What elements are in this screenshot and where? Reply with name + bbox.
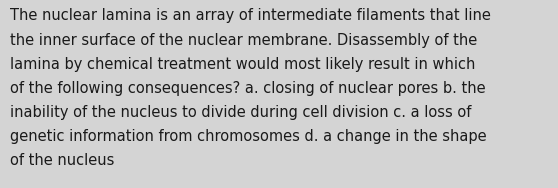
Text: of the nucleus: of the nucleus (10, 153, 114, 168)
Text: inability of the nucleus to divide during cell division c. a loss of: inability of the nucleus to divide durin… (10, 105, 472, 120)
Text: of the following consequences? a. closing of nuclear pores b. the: of the following consequences? a. closin… (10, 81, 485, 96)
Text: The nuclear lamina is an array of intermediate filaments that line: The nuclear lamina is an array of interm… (10, 8, 491, 24)
Text: the inner surface of the nuclear membrane. Disassembly of the: the inner surface of the nuclear membran… (10, 33, 477, 48)
Text: genetic information from chromosomes d. a change in the shape: genetic information from chromosomes d. … (10, 129, 487, 144)
Text: lamina by chemical treatment would most likely result in which: lamina by chemical treatment would most … (10, 57, 475, 72)
